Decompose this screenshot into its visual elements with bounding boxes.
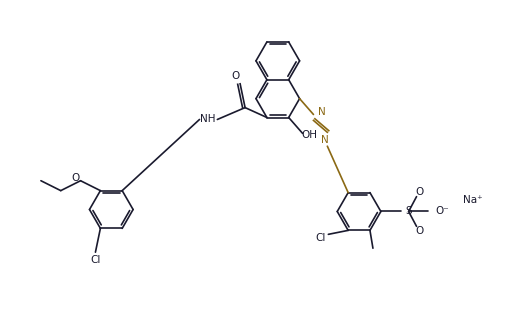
- Text: O: O: [415, 226, 423, 236]
- Text: N: N: [318, 108, 325, 118]
- Text: O: O: [415, 187, 423, 197]
- Text: O: O: [231, 71, 239, 81]
- Text: O⁻: O⁻: [435, 207, 449, 216]
- Text: N: N: [322, 135, 329, 145]
- Text: NH: NH: [200, 114, 215, 124]
- Text: Cl: Cl: [315, 233, 326, 243]
- Text: Cl: Cl: [90, 255, 101, 265]
- Text: Na⁺: Na⁺: [463, 195, 483, 205]
- Text: OH: OH: [301, 130, 318, 140]
- Text: O: O: [71, 173, 80, 183]
- Text: S: S: [405, 207, 412, 216]
